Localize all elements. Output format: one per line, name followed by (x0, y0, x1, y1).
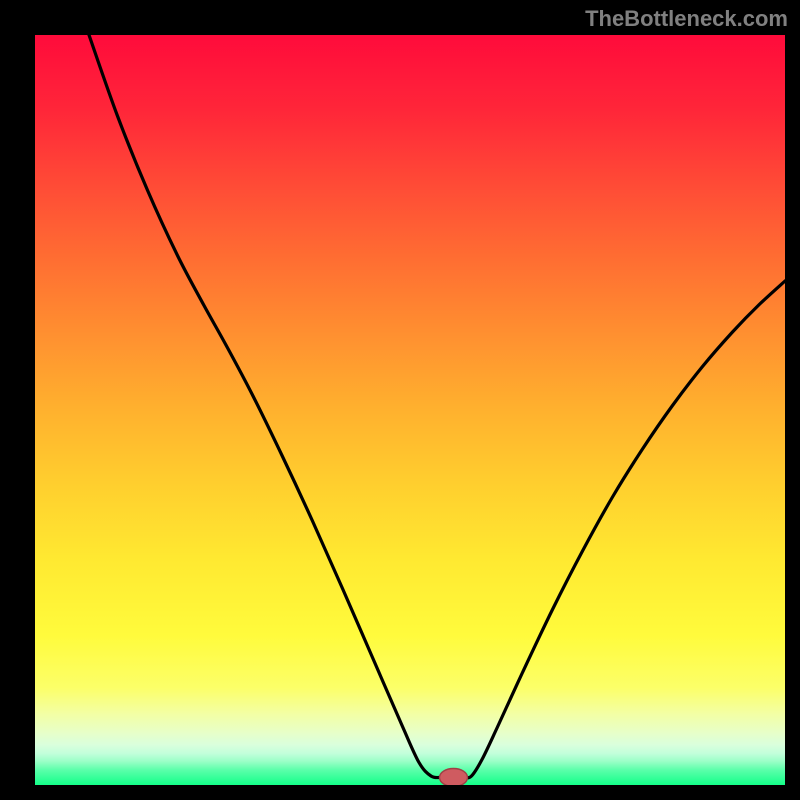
chart-svg (35, 35, 785, 785)
watermark-text: TheBottleneck.com (585, 6, 788, 32)
gradient-background (35, 35, 785, 785)
minimum-marker (440, 769, 468, 786)
chart-frame: TheBottleneck.com (0, 0, 800, 800)
plot-area (35, 35, 785, 785)
